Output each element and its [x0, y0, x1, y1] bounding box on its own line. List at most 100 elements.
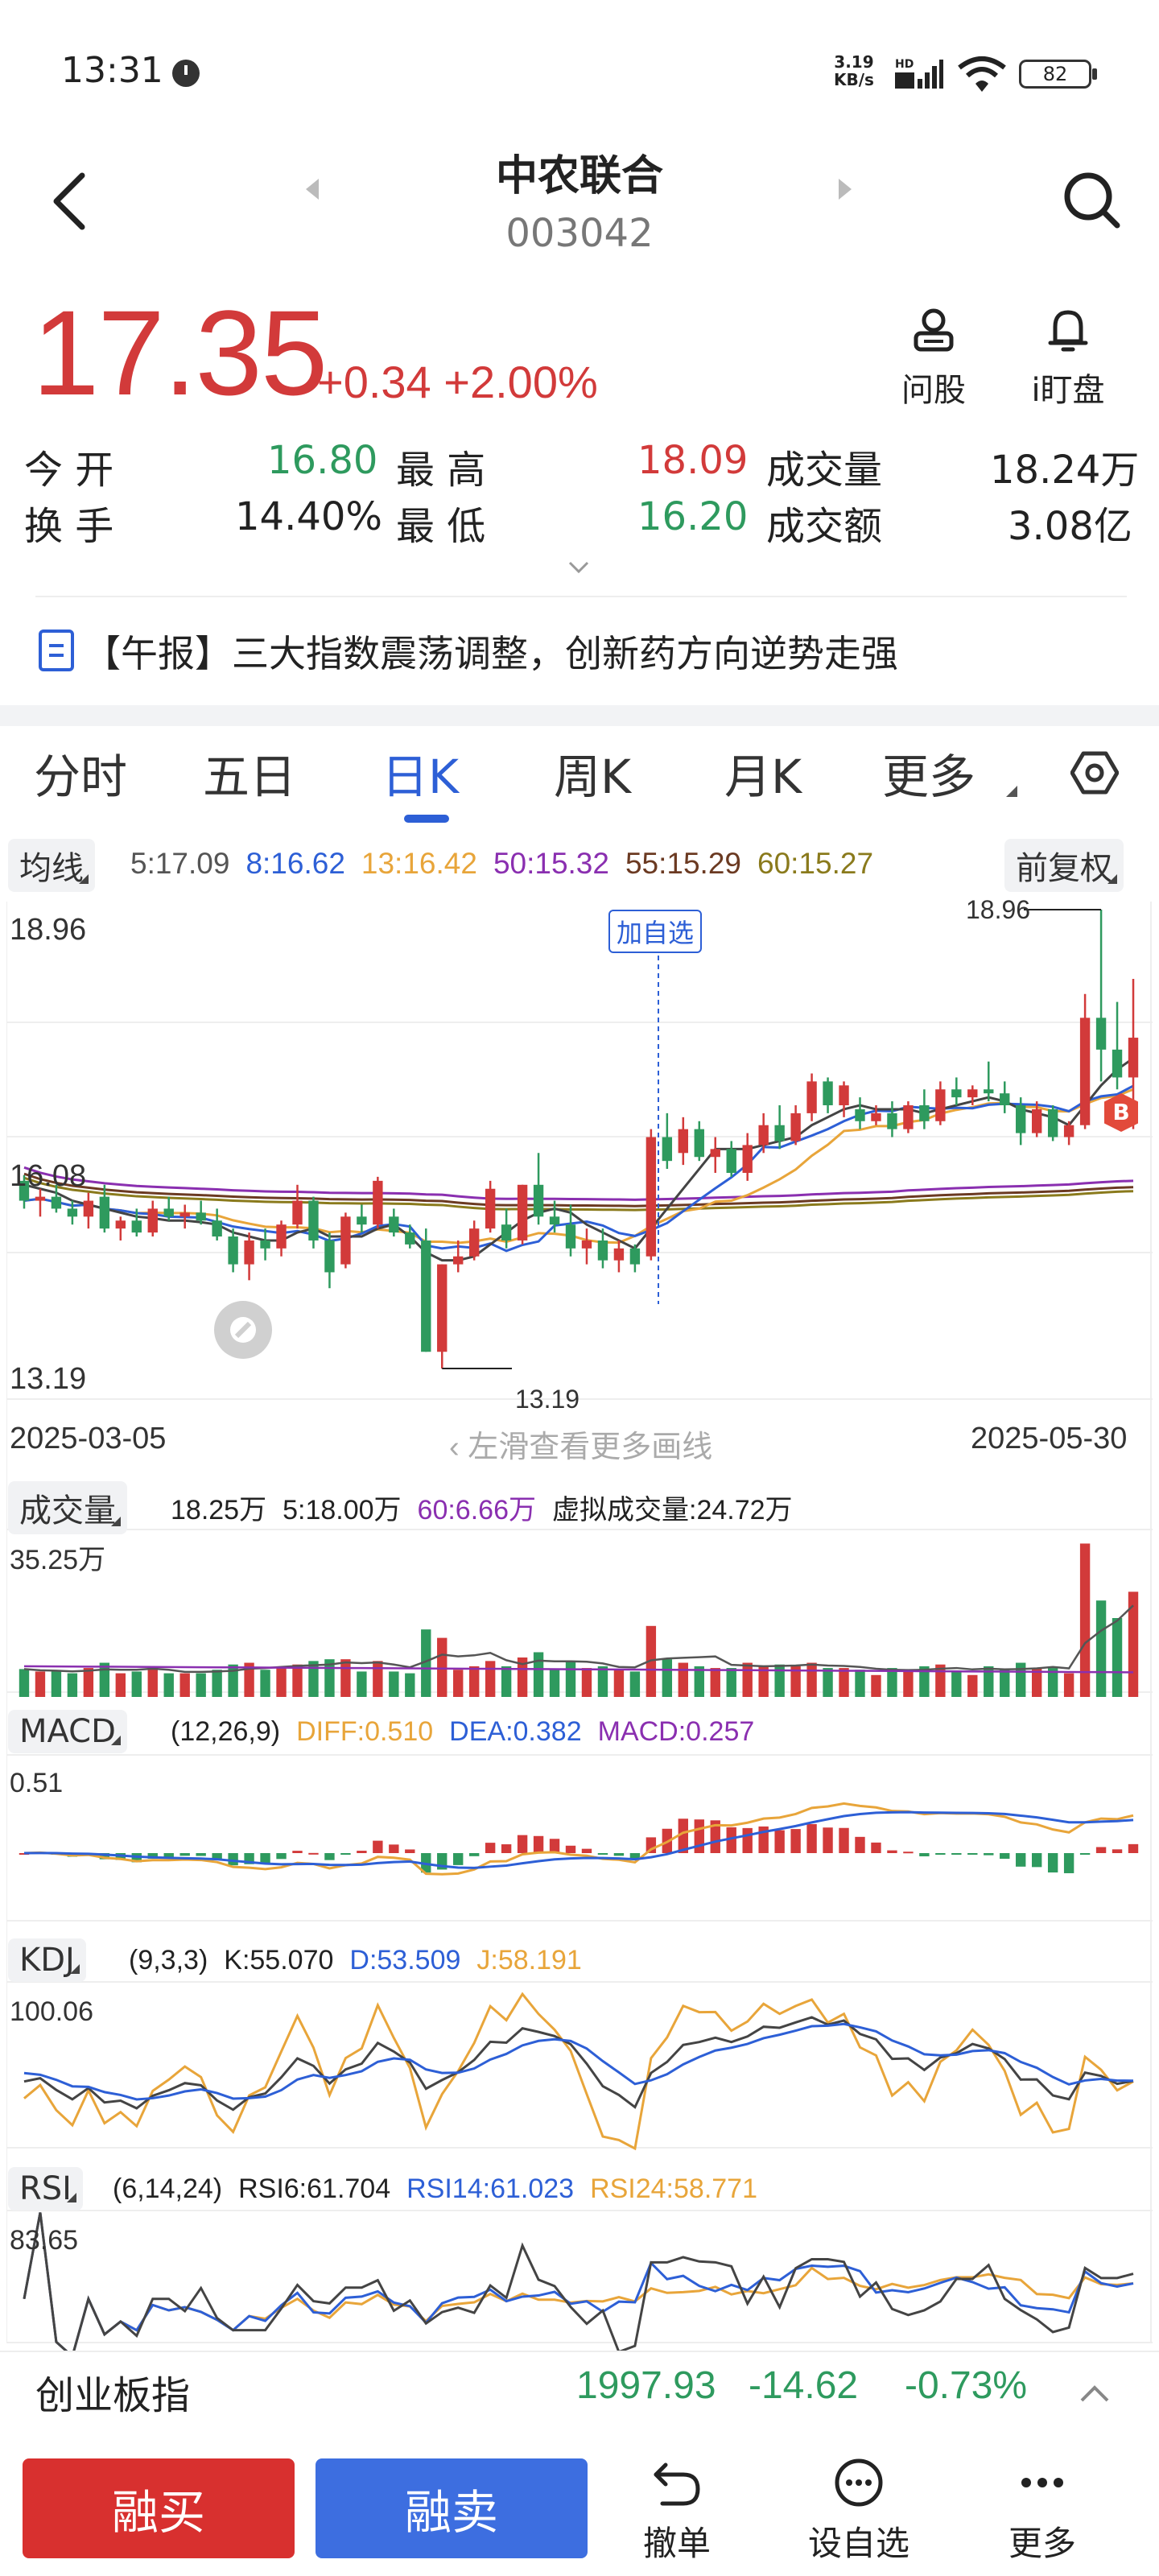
candle [340, 1212, 351, 1269]
candle-body [453, 1256, 464, 1265]
macd-bar [468, 1853, 480, 1856]
kdj-d: D:53.509 [349, 1945, 461, 1975]
macd-bar [389, 1844, 399, 1853]
volume-bar [871, 1674, 881, 1697]
kline-chart[interactable] [6, 902, 1153, 2351]
macd-bar [1112, 1849, 1123, 1853]
volume-bar [19, 1669, 30, 1697]
candle-body [790, 1113, 801, 1141]
candle [260, 1228, 270, 1261]
tab-intraday[interactable]: 分时 [34, 749, 128, 804]
macd-bar [903, 1852, 914, 1854]
volume-bar [163, 1673, 174, 1697]
macd-bar [1016, 1853, 1026, 1867]
tab-daily-k[interactable]: 日K [382, 749, 460, 804]
tab-five-day[interactable]: 五日 [203, 749, 297, 804]
margin-buy-button[interactable]: 融买 [23, 2458, 295, 2558]
tab-monthly-k[interactable]: 月K [724, 749, 802, 804]
candle-body [340, 1216, 351, 1265]
candle-body [468, 1228, 480, 1257]
candle [179, 1204, 190, 1229]
draw-tool-icon[interactable] [214, 1301, 272, 1359]
wifi-icon [958, 56, 1006, 92]
candle-body [324, 1240, 335, 1273]
candle [903, 1101, 914, 1133]
candle-body [645, 1137, 657, 1257]
candle-body [549, 1216, 560, 1225]
candle-body [935, 1089, 946, 1121]
chevron-up-icon[interactable] [1079, 2381, 1111, 2405]
next-stock-icon[interactable] [839, 179, 852, 200]
cancel-order-button[interactable]: 撤单 [617, 2457, 737, 2566]
volume-bar [340, 1659, 351, 1697]
candle-body [710, 1149, 720, 1158]
back-icon[interactable] [45, 169, 93, 233]
prev-stock-icon[interactable] [306, 179, 319, 200]
candle-body [742, 1145, 753, 1173]
candle-body [485, 1188, 496, 1229]
rsi-max-label: 83.65 [10, 2225, 79, 2256]
undo-icon [654, 2462, 700, 2506]
ask-stock-button[interactable]: 问股 [893, 306, 974, 411]
rsi-selector[interactable]: RSI [8, 2167, 83, 2211]
candle-body [806, 1081, 817, 1113]
candle-body [565, 1224, 576, 1249]
candle [871, 1105, 881, 1125]
volume-bar [405, 1673, 415, 1697]
macd-bar [357, 1851, 367, 1853]
candle [549, 1200, 560, 1233]
margin-sell-button[interactable]: 融卖 [316, 2458, 588, 2558]
kdj-selector[interactable]: KDJ [8, 1938, 86, 1982]
candle [373, 1176, 383, 1229]
macd-bar [533, 1835, 544, 1853]
candle-body [1112, 1049, 1123, 1078]
set-watchlist-label: 设自选 [807, 2524, 909, 2563]
candle-body [774, 1125, 785, 1141]
volume-bar [645, 1625, 657, 1697]
low-label: 最 低 [396, 504, 486, 549]
macd-selector[interactable]: MACD [8, 1710, 127, 1753]
expand-chevron-icon[interactable] [567, 555, 591, 580]
candle [501, 1208, 512, 1249]
candle-body [292, 1200, 303, 1225]
search-icon[interactable] [1059, 167, 1124, 232]
set-watchlist-button[interactable]: 设自选 [798, 2457, 919, 2566]
macd-bar [823, 1827, 833, 1853]
news-headline[interactable]: 【午报】三大指数震荡调整，创新药方向逆势走强 [84, 632, 898, 675]
price-change-value: +0.34 [317, 357, 431, 407]
volume-selector[interactable]: 成交量 [8, 1481, 127, 1534]
ma60-line [23, 1176, 1134, 1212]
volume-bar [501, 1666, 512, 1697]
macd-max-label: 0.51 [10, 1768, 64, 1798]
pencil-icon [230, 1317, 256, 1343]
add-watch-tag[interactable]: 加自选 [608, 910, 703, 953]
volume-bar [131, 1671, 142, 1697]
watch-button[interactable]: i盯盘 [1016, 306, 1120, 411]
candle [645, 1129, 657, 1261]
net-speed-unit: KB/s [834, 70, 874, 89]
adjust-selector[interactable]: 前复权 [1004, 839, 1124, 892]
stock-code: 003042 [505, 211, 654, 256]
volume-ma5: 5:18.00万 [283, 1495, 402, 1525]
battery-icon: 82 [1019, 60, 1097, 89]
macd-bar [260, 1853, 270, 1864]
candle [437, 1264, 448, 1368]
candle-body [1047, 1108, 1058, 1137]
candle [581, 1228, 592, 1265]
tab-weekly-k[interactable]: 周K [554, 749, 632, 804]
candle-body [597, 1240, 608, 1261]
settings-icon[interactable] [1070, 749, 1119, 797]
volume-bar [1016, 1662, 1026, 1697]
more-button[interactable]: 更多 [982, 2457, 1103, 2566]
ma50-legend: 50:15.32 [493, 847, 609, 880]
volume-bar [437, 1637, 448, 1697]
candle [212, 1208, 222, 1241]
ma-selector[interactable]: 均线 [8, 839, 95, 892]
buy-signal-tag[interactable]: B [1104, 1093, 1138, 1132]
volume-bar [292, 1664, 303, 1697]
index-bar[interactable] [0, 2351, 1159, 2444]
macd-bar [790, 1829, 801, 1853]
chart-grid [6, 902, 1153, 2343]
tab-more[interactable]: 更多 [882, 749, 976, 804]
volume-bar [67, 1673, 78, 1697]
